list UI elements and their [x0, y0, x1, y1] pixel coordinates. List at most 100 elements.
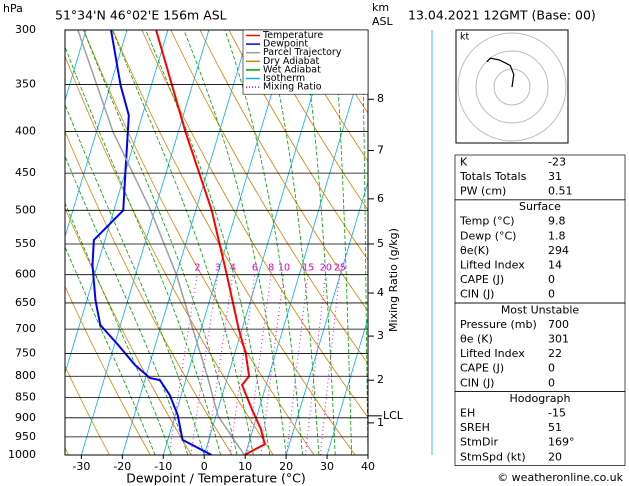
legend-label: Mixing Ratio [263, 82, 322, 93]
y-tick-label: 350 [15, 77, 36, 90]
dry-adiabat [170, 30, 368, 365]
row-value: 14 [548, 259, 562, 272]
isotherm-grid-line [162, 30, 292, 455]
dry-adiabat [112, 30, 356, 455]
row-label: StmDir [460, 436, 499, 449]
height-tick-label: 4 [377, 286, 384, 299]
lcl-label: LCL [383, 409, 404, 422]
row-label: PW (cm) [460, 185, 506, 198]
row-value: 0 [548, 273, 555, 286]
row-value: -15 [548, 407, 566, 420]
wet-adiabat [145, 30, 271, 455]
mixing-ratio-label: 20 [320, 263, 332, 274]
hodograph-ring [475, 50, 549, 124]
section-title: Surface [519, 200, 561, 213]
y-tick-label: 500 [15, 203, 36, 216]
dry-adiabat [315, 30, 368, 115]
isotherm [0, 30, 4, 455]
row-label: Lifted Index [460, 259, 525, 272]
y-tick-label: 700 [15, 322, 36, 335]
height-tick-label: 5 [377, 237, 384, 250]
y-tick-label: 650 [15, 296, 36, 309]
isotherm-grid-line [285, 180, 368, 455]
y-tick-label: 850 [15, 391, 36, 404]
wet-adiabat [83, 30, 238, 455]
wet-adiabat [65, 45, 221, 455]
pressure-unit: hPa [3, 2, 23, 15]
mixing-ratio-label: 4 [230, 263, 236, 274]
time-title: 13.04.2021 12GMT (Base: 00) [408, 8, 596, 23]
row-value: 51 [548, 421, 562, 434]
dry-adiabat [228, 30, 368, 261]
mixing-ratio-label: 25 [334, 263, 346, 274]
mixing-ratio-line [168, 272, 198, 455]
row-value: 301 [548, 333, 569, 346]
height-tick-label: 8 [377, 92, 384, 105]
legend-label: Dewpoint [263, 39, 308, 50]
height-tick-label: 3 [377, 329, 384, 342]
mixing-ratio-label: 8 [268, 263, 274, 274]
y-tick-label: 300 [15, 23, 36, 36]
row-value: 0 [548, 362, 555, 375]
row-value: 9.8 [548, 215, 566, 228]
legend-label: Isotherm [263, 73, 305, 84]
row-value: 0.51 [548, 185, 573, 198]
profile-line [77, 30, 245, 455]
y-tick-label: 950 [15, 430, 36, 443]
mixing-ratio-line [304, 272, 327, 455]
row-value: 0 [548, 288, 555, 301]
x-tick-label: -20 [113, 460, 131, 473]
mixing-ratio-label: 2 [194, 263, 200, 274]
wet-adiabat [65, 103, 205, 455]
row-label: CIN (J) [460, 288, 494, 301]
isotherm [65, 30, 87, 102]
row-value: 22 [548, 347, 562, 360]
dry-adiabat [83, 30, 315, 455]
mixing-ratio-label: 6 [252, 263, 258, 274]
footer: © weatheronline.co.uk [497, 471, 623, 484]
y-tick-label: 900 [15, 411, 36, 424]
legend-label: Parcel Trajectory [263, 47, 342, 58]
row-label: CAPE (J) [460, 362, 504, 375]
row-value: 31 [548, 170, 562, 183]
profile-line [91, 30, 213, 455]
dry-adiabat [65, 55, 274, 455]
isotherm-grid-line [121, 30, 251, 455]
row-label: CIN (J) [460, 376, 494, 389]
hodograph-unit: kt [460, 32, 470, 43]
row-label: K [460, 155, 468, 168]
wet-adiabat [65, 155, 189, 455]
height-tick-label: 2 [377, 373, 384, 386]
height-tick-label: 7 [377, 143, 384, 156]
row-label: EH [460, 407, 475, 420]
isotherm-grid-line [80, 30, 210, 455]
x-tick-label: 30 [320, 460, 334, 473]
hodograph-frame [455, 29, 569, 144]
x-tick-label: 10 [238, 460, 252, 473]
height-tick-label: 1 [377, 416, 384, 429]
y-tick-label: 400 [15, 125, 36, 138]
row-value: 0 [548, 376, 555, 389]
mixing-ratio-label: 3 [215, 263, 221, 274]
row-value: 294 [548, 244, 569, 257]
plot-frame [64, 29, 369, 456]
section-title: Most Unstable [501, 303, 580, 316]
x-tick-label: -30 [72, 460, 90, 473]
x-tick-label: 20 [279, 460, 293, 473]
mixing-ratio-label: 15 [302, 263, 314, 274]
row-label: θe(K) [460, 244, 489, 257]
row-label: Lifted Index [460, 347, 525, 360]
legend-label: Temperature [262, 30, 323, 41]
x-tick-label: -10 [154, 460, 172, 473]
mixing-ratio-label: 10 [278, 263, 290, 274]
section-frame [454, 391, 626, 466]
hodograph-ring [493, 68, 531, 106]
hodograph-trace [486, 57, 515, 88]
y-tick-label: 550 [15, 237, 36, 250]
dry-adiabat [257, 30, 368, 211]
legend-label: Dry Adiabat [263, 56, 320, 67]
dry-adiabat [65, 285, 151, 455]
legend-frame [242, 29, 369, 95]
y-tick-label: 450 [15, 166, 36, 179]
row-label: θe (K) [460, 333, 493, 346]
